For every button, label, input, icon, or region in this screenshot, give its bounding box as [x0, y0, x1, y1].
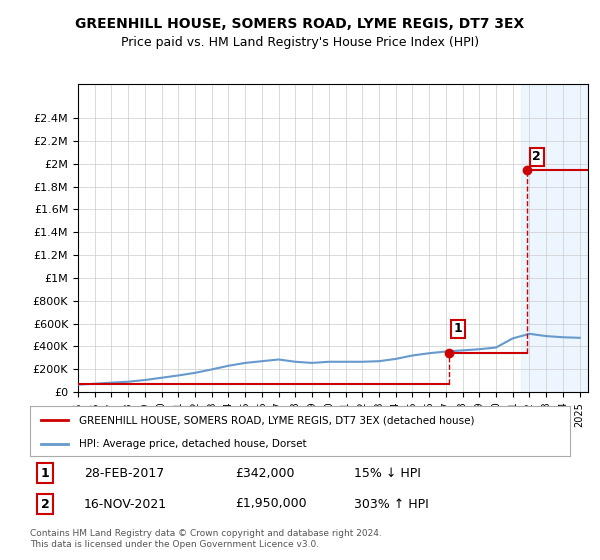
Text: GREENHILL HOUSE, SOMERS ROAD, LYME REGIS, DT7 3EX: GREENHILL HOUSE, SOMERS ROAD, LYME REGIS… — [76, 17, 524, 31]
Text: 2: 2 — [532, 151, 541, 164]
Text: 15% ↓ HPI: 15% ↓ HPI — [354, 466, 421, 480]
Text: Contains HM Land Registry data © Crown copyright and database right 2024.
This d: Contains HM Land Registry data © Crown c… — [30, 529, 382, 549]
Text: HPI: Average price, detached house, Dorset: HPI: Average price, detached house, Dors… — [79, 439, 306, 449]
Text: £342,000: £342,000 — [235, 466, 295, 480]
Text: 16-NOV-2021: 16-NOV-2021 — [84, 497, 167, 511]
Text: Price paid vs. HM Land Registry's House Price Index (HPI): Price paid vs. HM Land Registry's House … — [121, 36, 479, 49]
Text: 303% ↑ HPI: 303% ↑ HPI — [354, 497, 429, 511]
Text: GREENHILL HOUSE, SOMERS ROAD, LYME REGIS, DT7 3EX (detached house): GREENHILL HOUSE, SOMERS ROAD, LYME REGIS… — [79, 415, 474, 425]
Text: £1,950,000: £1,950,000 — [235, 497, 307, 511]
Text: 2: 2 — [41, 497, 50, 511]
Text: 28-FEB-2017: 28-FEB-2017 — [84, 466, 164, 480]
Bar — [521, 84, 588, 392]
Text: 1: 1 — [41, 466, 50, 480]
Text: 1: 1 — [454, 323, 463, 335]
